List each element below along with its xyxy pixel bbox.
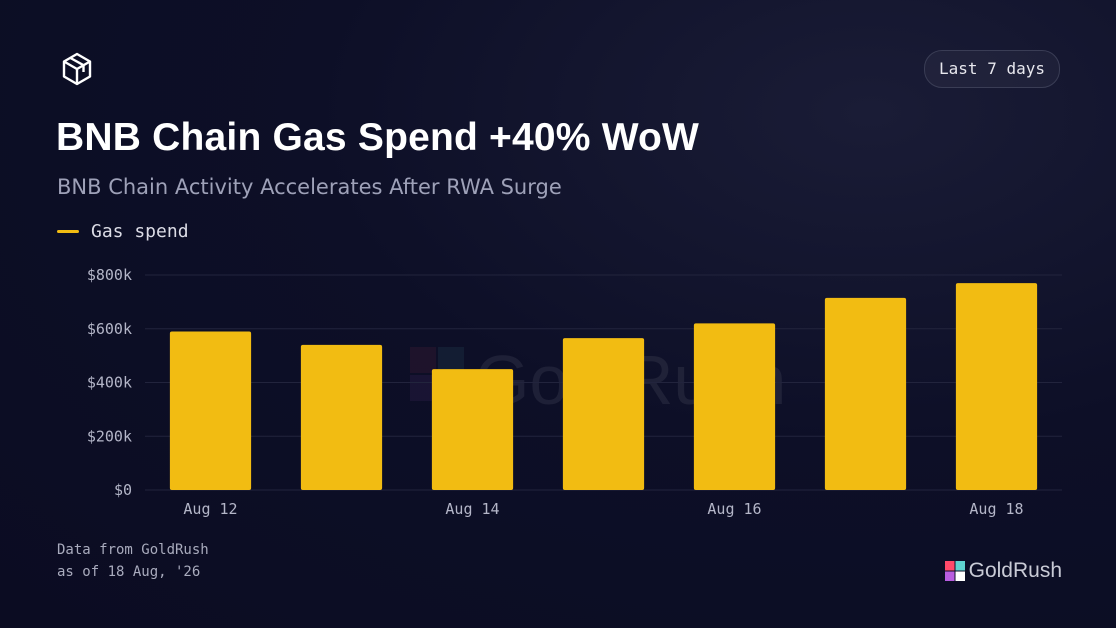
goldrush-logo-icon: [944, 561, 965, 581]
legend-label: Gas spend: [91, 221, 189, 242]
source-line: Data from GoldRush: [57, 542, 209, 558]
bar-aug-14: [431, 369, 514, 490]
chart-subtitle: BNB Chain Activity Accelerates After RWA…: [57, 175, 562, 199]
goldrush-brand: GoldRush: [944, 559, 1062, 583]
y-tick-label: $200k: [87, 427, 132, 445]
bnb-chain-logo-icon: [62, 52, 92, 86]
y-tick-label: $800k: [87, 266, 132, 284]
x-tick-label: Aug 18: [969, 500, 1023, 518]
legend-swatch: [57, 230, 79, 233]
bar-aug-17: [824, 297, 907, 490]
x-tick-label: Aug 16: [707, 500, 761, 518]
bar-aug-12: [169, 331, 252, 490]
x-tick-label: Aug 12: [183, 500, 237, 518]
y-tick-label: $600k: [87, 320, 132, 338]
date-range-selector[interactable]: Last 7 days: [924, 50, 1060, 88]
as-of-line: as of 18 Aug, '26: [57, 564, 201, 580]
y-tick-label: $400k: [87, 374, 132, 392]
brand-name: GoldRush: [968, 559, 1062, 582]
bar-aug-18: [955, 283, 1038, 490]
chart-legend: Gas spend: [57, 221, 189, 242]
bar-aug-13: [300, 344, 383, 490]
x-tick-label: Aug 14: [445, 500, 499, 518]
bar-aug-16: [693, 323, 776, 490]
bar-aug-15: [562, 338, 645, 490]
y-tick-label: $0: [114, 481, 132, 499]
chart-title: BNB Chain Gas Spend +40% WoW: [56, 116, 700, 159]
data-source-note: Data from GoldRush as of 18 Aug, '26: [57, 539, 209, 583]
